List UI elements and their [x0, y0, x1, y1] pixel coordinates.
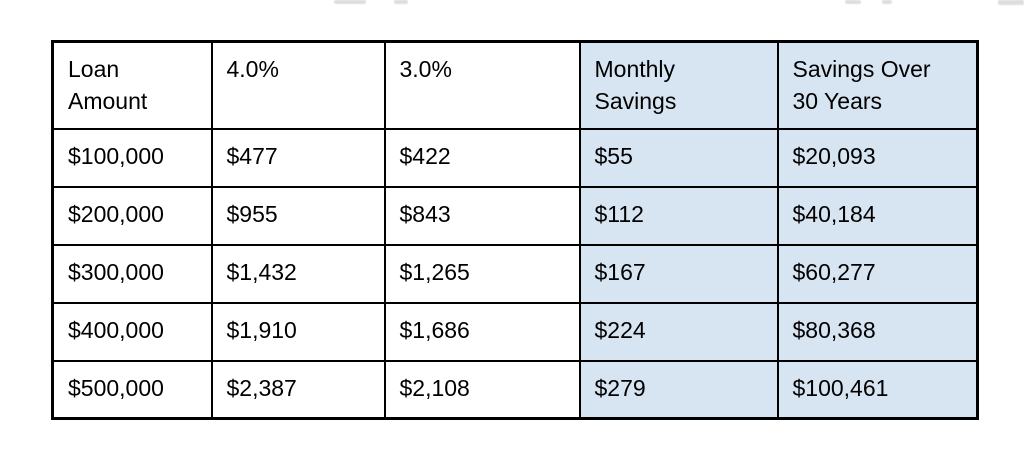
header-rate-4-percent: 4.0% [210, 40, 386, 130]
cell-monthly-savings: $279 [578, 359, 779, 420]
cell-payment-4pct: $1,910 [210, 301, 386, 362]
clipped-text-fragment [882, 0, 892, 4]
mortgage-savings-table: Loan Amount 4.0% 3.0% Monthly Savings Sa… [51, 40, 979, 420]
cell-savings-30yr: $100,461 [776, 359, 979, 420]
cell-payment-3pct: $422 [383, 127, 581, 188]
cell-payment-4pct: $955 [210, 185, 386, 246]
cell-savings-30yr: $20,093 [776, 127, 979, 188]
header-savings-30yr: Savings Over 30 Years [776, 40, 979, 130]
cell-payment-4pct: $1,432 [210, 243, 386, 304]
cell-savings-30yr: $40,184 [776, 185, 979, 246]
header-rate-3-percent: 3.0% [383, 40, 581, 130]
cell-payment-4pct: $2,387 [210, 359, 386, 420]
cell-loan-amount: $200,000 [51, 185, 213, 246]
table-row: $500,000 $2,387 $2,108 $279 $100,461 [51, 359, 979, 420]
clipped-text-fragment [334, 0, 366, 4]
cell-monthly-savings: $167 [578, 243, 779, 304]
table-row: $300,000 $1,432 $1,265 $167 $60,277 [51, 243, 979, 304]
cell-monthly-savings: $112 [578, 185, 779, 246]
cell-loan-amount: $400,000 [51, 301, 213, 362]
clipped-text-fragment [845, 0, 861, 4]
cell-monthly-savings: $55 [578, 127, 779, 188]
cell-payment-4pct: $477 [210, 127, 386, 188]
cell-loan-amount: $100,000 [51, 127, 213, 188]
cell-payment-3pct: $2,108 [383, 359, 581, 420]
table-row: $400,000 $1,910 $1,686 $224 $80,368 [51, 301, 979, 362]
clipped-text-fragment [394, 0, 408, 4]
cell-monthly-savings: $224 [578, 301, 779, 362]
header-monthly-savings: Monthly Savings [578, 40, 779, 130]
cell-savings-30yr: $60,277 [776, 243, 979, 304]
table-row: $200,000 $955 $843 $112 $40,184 [51, 185, 979, 246]
table-header-row: Loan Amount 4.0% 3.0% Monthly Savings Sa… [51, 40, 979, 130]
table-row: $100,000 $477 $422 $55 $20,093 [51, 127, 979, 188]
clipped-text-fragment [998, 0, 1024, 5]
cell-loan-amount: $500,000 [51, 359, 213, 420]
cell-payment-3pct: $1,265 [383, 243, 581, 304]
header-loan-amount: Loan Amount [51, 40, 213, 130]
cell-payment-3pct: $843 [383, 185, 581, 246]
cell-savings-30yr: $80,368 [776, 301, 979, 362]
cell-loan-amount: $300,000 [51, 243, 213, 304]
cell-payment-3pct: $1,686 [383, 301, 581, 362]
